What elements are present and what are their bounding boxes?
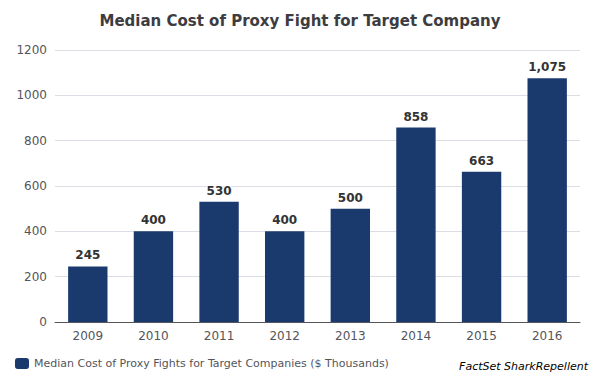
svg-text:800: 800 xyxy=(24,134,47,148)
svg-text:600: 600 xyxy=(24,179,47,193)
svg-text:400: 400 xyxy=(141,213,166,227)
svg-text:2013: 2013 xyxy=(335,329,366,343)
svg-text:Median Cost of Proxy Fights fo: Median Cost of Proxy Fights for Target C… xyxy=(34,357,389,370)
svg-text:400: 400 xyxy=(272,213,297,227)
svg-text:2012: 2012 xyxy=(269,329,300,343)
svg-text:530: 530 xyxy=(207,184,232,198)
svg-text:500: 500 xyxy=(338,191,363,205)
svg-text:2011: 2011 xyxy=(204,329,235,343)
svg-text:663: 663 xyxy=(469,154,494,168)
svg-text:0: 0 xyxy=(39,315,47,329)
svg-text:2010: 2010 xyxy=(138,329,169,343)
svg-text:1000: 1000 xyxy=(16,88,47,102)
svg-text:2014: 2014 xyxy=(401,329,432,343)
svg-text:245: 245 xyxy=(75,248,100,262)
svg-text:1200: 1200 xyxy=(16,43,47,57)
svg-text:2009: 2009 xyxy=(73,329,104,343)
svg-text:FactSet SharkRepellent: FactSet SharkRepellent xyxy=(459,360,589,373)
svg-text:400: 400 xyxy=(24,224,47,238)
svg-text:1,075: 1,075 xyxy=(528,60,566,74)
svg-text:2015: 2015 xyxy=(466,329,497,343)
svg-text:858: 858 xyxy=(403,110,428,124)
svg-text:2016: 2016 xyxy=(532,329,563,343)
svg-text:Median Cost of Proxy Fight for: Median Cost of Proxy Fight for Target Co… xyxy=(99,12,500,30)
svg-text:200: 200 xyxy=(24,270,47,284)
